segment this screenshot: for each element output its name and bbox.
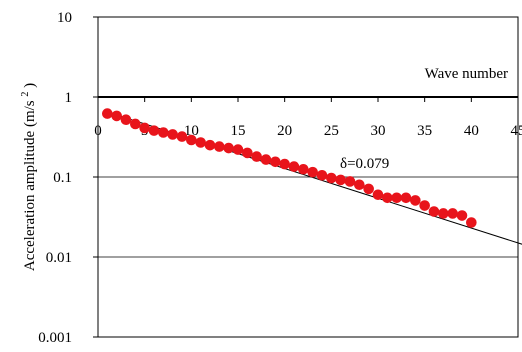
data-point-3	[120, 114, 132, 126]
data-point-36	[428, 206, 440, 217]
y-axis-unit: (m/s	[22, 100, 38, 127]
data-point-35	[419, 200, 430, 211]
data-point-11	[195, 137, 206, 148]
y-axis-ticks: 10 1 0.1 0.01 0.001	[38, 10, 98, 346]
data-point-4	[130, 118, 141, 130]
x-tick-label-15: 15	[231, 123, 246, 139]
data-point-33	[400, 192, 412, 204]
data-point-9	[176, 131, 188, 142]
data-point-25	[326, 172, 337, 184]
data-point-23	[307, 166, 318, 178]
data-point-40	[466, 217, 477, 228]
data-point-22	[298, 163, 309, 175]
data-point-31	[382, 192, 393, 204]
data-point-19	[270, 156, 281, 168]
data-point-14	[223, 142, 234, 154]
y-tick-label-1: 1	[65, 90, 73, 106]
x-axis-title: Wave number	[425, 66, 508, 82]
x-tick-label-10: 10	[184, 123, 199, 139]
data-point-1	[102, 108, 113, 119]
x-tick-label-20: 20	[277, 123, 292, 139]
data-point-5	[139, 122, 150, 134]
y-tick-label-3: 0.01	[46, 250, 72, 266]
data-point-8	[167, 129, 178, 140]
y-axis-title-text: Acceleration amplitude	[22, 130, 38, 271]
data-point-28	[354, 179, 365, 191]
data-point-37	[438, 208, 449, 219]
data-point-2	[111, 110, 122, 122]
x-tick-label-35: 35	[417, 123, 432, 139]
y-axis-unit-exponent: 2	[20, 92, 31, 97]
y-axis-title: Acceleration amplitude (m/s 2 )	[16, 83, 38, 271]
x-tick-label-45: 45	[511, 123, 522, 139]
y-axis-unit-close: )	[22, 83, 38, 88]
data-point-29	[363, 183, 374, 195]
data-point-24	[316, 170, 328, 181]
data-point-17	[251, 151, 262, 162]
data-point-10	[186, 134, 197, 146]
x-tick-label-25: 25	[324, 123, 339, 139]
data-point-38	[447, 208, 458, 219]
data-point-21	[288, 161, 300, 172]
data-point-39	[456, 210, 468, 221]
gridlines	[98, 16, 518, 338]
data-point-12	[204, 139, 216, 151]
data-point-7	[158, 127, 169, 138]
data-point-26	[335, 174, 346, 186]
x-tick-label-40: 40	[464, 123, 479, 139]
data-point-20	[279, 158, 290, 170]
data-point-27	[344, 176, 356, 187]
x-tick-label-0: 0	[94, 123, 102, 139]
data-point-32	[391, 192, 402, 204]
data-point-6	[148, 125, 160, 136]
data-point-30	[372, 189, 384, 201]
y-tick-label-4: 0.001	[38, 330, 72, 346]
data-point-34	[410, 195, 421, 206]
y-tick-label-2: 0.1	[53, 170, 72, 186]
data-point-16	[242, 147, 253, 159]
data-point-13	[214, 141, 225, 152]
data-points	[102, 108, 477, 228]
x-tick-label-30: 30	[371, 123, 386, 139]
data-point-15	[232, 144, 244, 155]
damping-annotation: δ=0.079	[340, 156, 389, 172]
data-point-18	[260, 154, 272, 165]
y-tick-label-0: 10	[57, 10, 72, 26]
